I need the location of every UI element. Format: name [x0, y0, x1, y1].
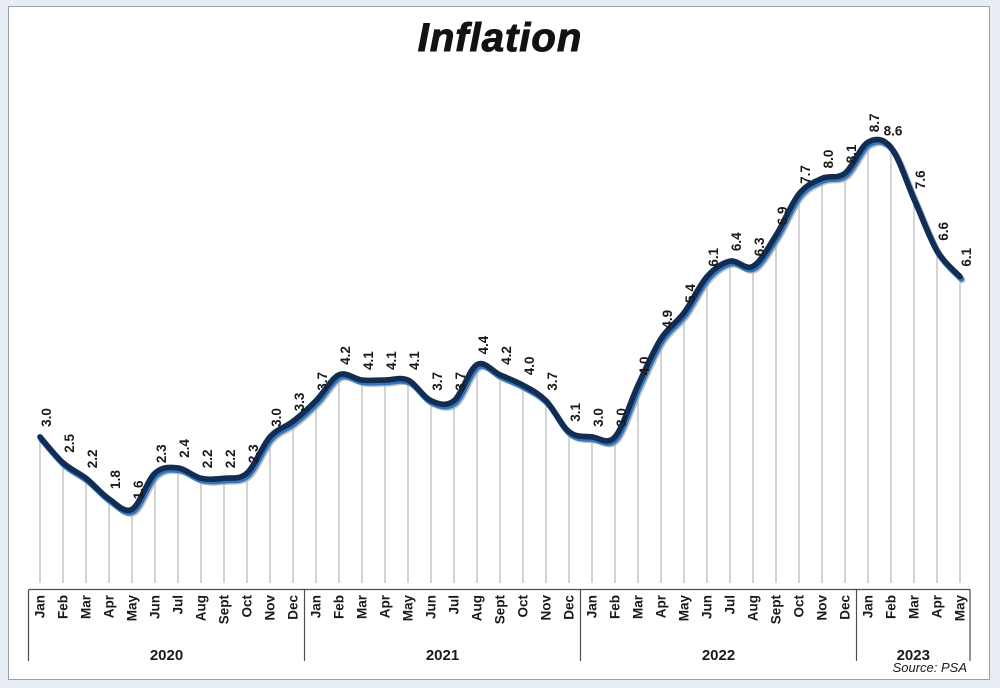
- value-label: 3.7: [315, 372, 330, 391]
- value-label: 4.2: [499, 346, 514, 365]
- month-label: Dec: [562, 595, 577, 620]
- month-label: Aug: [194, 595, 209, 621]
- month-label: Jan: [33, 595, 48, 618]
- chart-line: [37, 136, 963, 514]
- month-label: Apr: [378, 594, 393, 618]
- year-label: 2022: [702, 647, 735, 664]
- month-label: Jul: [447, 595, 462, 615]
- value-label: 2.2: [85, 449, 100, 468]
- month-label: Jan: [585, 595, 600, 618]
- month-label: Nov: [815, 595, 830, 621]
- source-note: Source: PSA: [892, 660, 967, 675]
- value-label: 3.1: [568, 402, 583, 421]
- value-label: 3.3: [292, 392, 307, 411]
- value-label: 4.1: [361, 351, 376, 370]
- value-label: 2.2: [223, 449, 238, 468]
- value-label: 3.0: [591, 408, 606, 427]
- month-label: Dec: [838, 595, 853, 620]
- value-label: 4.1: [384, 351, 399, 370]
- value-label: 5.4: [683, 284, 698, 303]
- value-label: 4.0: [637, 356, 652, 375]
- month-label: Apr: [102, 594, 117, 618]
- month-label: Jun: [424, 595, 439, 619]
- month-label: Oct: [240, 595, 255, 618]
- value-label: 4.2: [338, 346, 353, 365]
- year-label: 2020: [150, 647, 183, 664]
- value-label: 2.3: [246, 444, 261, 463]
- value-label: 4.4: [476, 335, 491, 354]
- month-label: Jan: [861, 595, 876, 618]
- value-label: 8.1: [844, 144, 859, 163]
- month-label: Dec: [286, 595, 301, 620]
- value-label: 4.9: [660, 310, 675, 329]
- value-label: 6.1: [706, 247, 721, 266]
- year-label: 2023: [897, 647, 930, 664]
- month-label: Jun: [700, 595, 715, 619]
- month-label: Mar: [907, 594, 922, 619]
- month-label: Oct: [516, 595, 531, 618]
- month-label: May: [125, 595, 140, 622]
- month-label: Sept: [769, 595, 784, 625]
- month-label: Oct: [792, 595, 807, 618]
- value-label: 7.7: [798, 165, 813, 184]
- value-label: 2.5: [62, 433, 77, 452]
- month-label: Apr: [654, 594, 669, 618]
- value-label: 2.4: [177, 439, 192, 458]
- month-label: Nov: [263, 595, 278, 621]
- month-label: Mar: [631, 594, 646, 619]
- month-label: Jul: [171, 595, 186, 615]
- month-label: Aug: [746, 595, 761, 621]
- value-label: 6.4: [729, 232, 744, 251]
- value-label: 4.0: [522, 356, 537, 375]
- value-label: 3.0: [269, 408, 284, 427]
- value-label: 8.7: [867, 113, 882, 132]
- value-label: 3.0: [39, 408, 54, 427]
- month-label: Mar: [79, 594, 94, 619]
- month-label: Jan: [309, 595, 324, 618]
- value-label: 8.0: [821, 150, 836, 169]
- value-label: 4.1: [407, 351, 422, 370]
- month-label: Mar: [355, 594, 370, 619]
- month-label: Feb: [884, 595, 899, 619]
- month-label: May: [677, 595, 692, 622]
- month-label: Apr: [930, 594, 945, 618]
- value-label: 6.9: [775, 206, 790, 225]
- month-label: Sept: [493, 595, 508, 625]
- month-label: May: [401, 595, 416, 622]
- value-label: 3.7: [453, 372, 468, 391]
- month-label: Sept: [217, 595, 232, 625]
- value-label: 8.6: [884, 123, 903, 138]
- value-label: 6.6: [936, 222, 951, 241]
- month-label: Jun: [148, 595, 163, 619]
- value-label: 3.7: [430, 372, 445, 391]
- month-label: Feb: [56, 595, 71, 619]
- chart-title: Inflation: [417, 16, 583, 61]
- chart-panel: [8, 6, 990, 680]
- value-label: 2.3: [154, 444, 169, 463]
- month-label: Aug: [470, 595, 485, 621]
- value-label: 6.1: [959, 247, 974, 266]
- value-label: 1.8: [108, 470, 123, 489]
- value-label: 1.6: [131, 480, 146, 499]
- month-label: May: [953, 595, 968, 622]
- value-label: 7.6: [913, 170, 928, 189]
- value-label: 3.0: [614, 408, 629, 427]
- year-label: 2021: [426, 647, 459, 664]
- month-label: Feb: [332, 595, 347, 619]
- value-label: 2.2: [200, 449, 215, 468]
- value-label: 6.3: [752, 237, 767, 256]
- month-label: Jul: [723, 595, 738, 615]
- value-label: 3.7: [545, 372, 560, 391]
- month-label: Nov: [539, 595, 554, 621]
- month-label: Feb: [608, 595, 623, 619]
